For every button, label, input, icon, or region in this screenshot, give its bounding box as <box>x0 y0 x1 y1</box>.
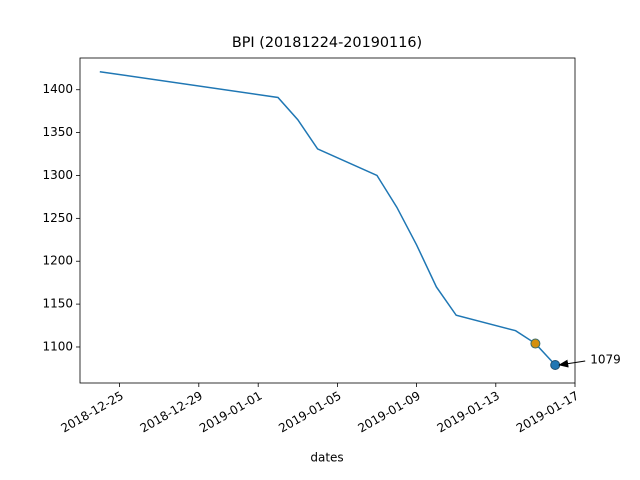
annotation-label: 1079 <box>590 352 621 366</box>
chart-title: BPI (20181224-20190116) <box>232 35 422 51</box>
highlight-marker <box>530 338 541 349</box>
x-tick-label: 2019-01-17 <box>514 389 581 436</box>
annotation-arrow <box>558 359 586 368</box>
y-tick-label: 1400 <box>42 82 73 96</box>
y-tick-label: 1200 <box>42 254 73 268</box>
x-tick-label: 2018-12-29 <box>138 389 205 436</box>
y-tick-label: 1350 <box>42 125 73 139</box>
x-tick-label: 2019-01-09 <box>355 389 422 436</box>
highlight-marker <box>550 359 561 370</box>
y-tick-label: 1100 <box>42 339 73 353</box>
x-tick-label: 2019-01-01 <box>197 389 264 436</box>
x-tick-label: 2019-01-05 <box>276 389 343 436</box>
x-axis-label: dates <box>310 451 343 465</box>
y-tick-label: 1300 <box>42 168 73 182</box>
plot-frame <box>79 57 576 384</box>
x-tick-label: 2019-01-13 <box>435 389 502 436</box>
x-tick-label: 2018-12-25 <box>58 389 125 436</box>
y-tick-label: 1250 <box>42 211 73 225</box>
line <box>99 70 556 366</box>
y-tick-label: 1150 <box>42 297 73 311</box>
